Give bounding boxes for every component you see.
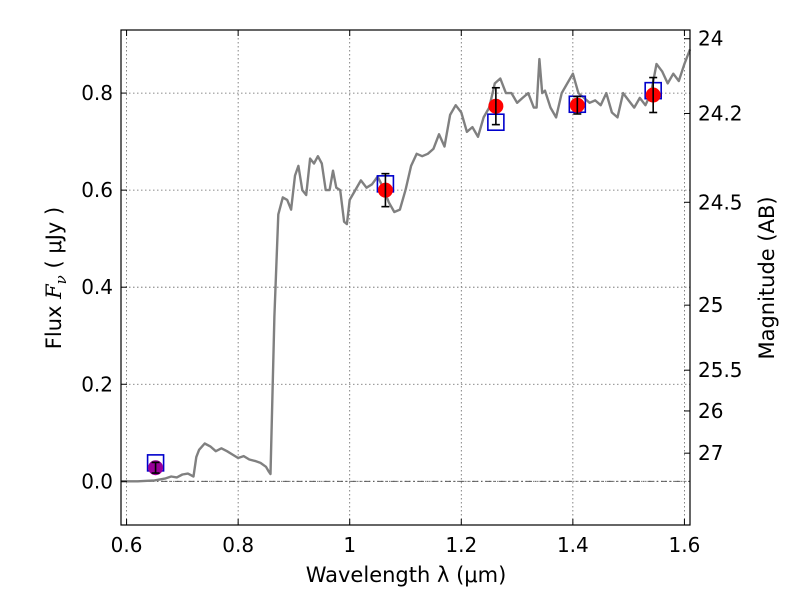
- x-tick-label: 0.8: [222, 533, 254, 557]
- right-tick-label: 25.5: [698, 358, 743, 382]
- y-axis-label-subscript: ν: [52, 275, 70, 284]
- right-tick-label: 25: [698, 293, 723, 317]
- right-tick-label: 24.5: [698, 190, 743, 214]
- x-tick-label: 1.2: [445, 533, 477, 557]
- x-tick-label: 1.6: [669, 533, 701, 557]
- y-axis-label-symbol: F: [42, 283, 66, 300]
- y-tick-label: 0.4: [81, 275, 113, 299]
- x-tick-label: 1.4: [557, 533, 589, 557]
- y-axis-label-text: Flux: [42, 299, 66, 349]
- right-tick-label: 27: [698, 441, 723, 465]
- series-layer: [121, 48, 692, 483]
- y-axis-label: Flux Fν ( μJy ): [42, 207, 70, 349]
- model-spectrum-line: [121, 48, 692, 483]
- right-axis-label: Magnitude (AB): [755, 196, 779, 359]
- x-tick-label: 1: [343, 533, 356, 557]
- y-tick-label: 0.6: [81, 178, 113, 202]
- right-tick-label: 26: [698, 399, 723, 423]
- tick-labels: 0.6 0.8 1 1.2 1.4 1.6 0.0 0.2 0.4 0.6 0.8 24 24.2 24.…: [81, 27, 742, 557]
- y-axis-label-units: ( μJy ): [42, 207, 66, 275]
- y-tick-label: 0.8: [81, 81, 113, 105]
- plot-frame: [120, 29, 691, 526]
- right-tick-label: 24.2: [698, 101, 743, 125]
- y-tick-label: 0.0: [81, 469, 113, 493]
- y-tick-label: 0.2: [81, 372, 113, 396]
- x-axis-label: Wavelength λ (μm): [306, 563, 507, 587]
- x-tick-label: 0.6: [111, 533, 143, 557]
- right-tick-label: 24: [698, 27, 723, 51]
- axis-ticks: [121, 30, 690, 525]
